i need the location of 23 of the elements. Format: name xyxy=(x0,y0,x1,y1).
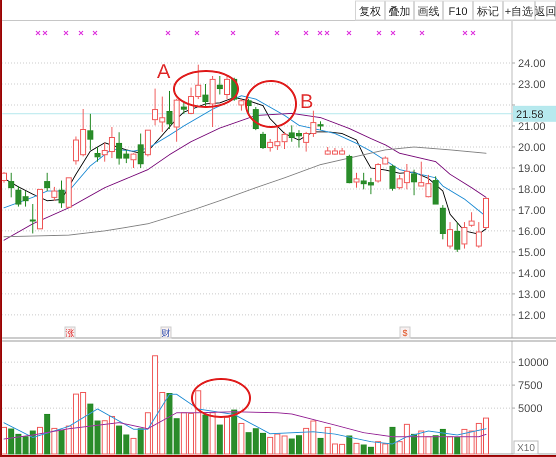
y-tick-label: 12.00 xyxy=(518,310,546,322)
y-tick-label: 5000 xyxy=(518,403,542,416)
ref-line-label: 21.58 xyxy=(516,108,544,121)
y-tick-label: 13.00 xyxy=(518,288,546,301)
y-tick-label: 10000 xyxy=(518,357,549,370)
y-tick-label: 19.00 xyxy=(518,162,546,175)
y-tick-label: 16.00 xyxy=(518,226,546,238)
y-tick-label: 7500 xyxy=(518,380,542,392)
y-tick-label: 15.00 xyxy=(518,246,546,259)
annotation: 涨 xyxy=(66,328,74,338)
y-tick-label: 20.00 xyxy=(518,142,546,154)
annotation: 财 xyxy=(162,328,170,338)
y-tick-label: 17.00 xyxy=(518,204,546,217)
y-tick-label: 18.00 xyxy=(518,184,546,196)
y-tick-label: 24.00 xyxy=(518,58,546,70)
toolbar: 复权 叠加 画线 F10 标记 +自选返回 xyxy=(0,0,556,21)
annotation: A xyxy=(157,61,171,83)
annotation: B xyxy=(300,91,314,113)
y-tick-label: 14.00 xyxy=(518,268,546,280)
y-tick-label: 23.00 xyxy=(518,78,546,91)
y-tick-label: 21.00 xyxy=(518,120,546,133)
annotation: $ xyxy=(402,328,408,338)
text: X10 xyxy=(517,443,536,454)
